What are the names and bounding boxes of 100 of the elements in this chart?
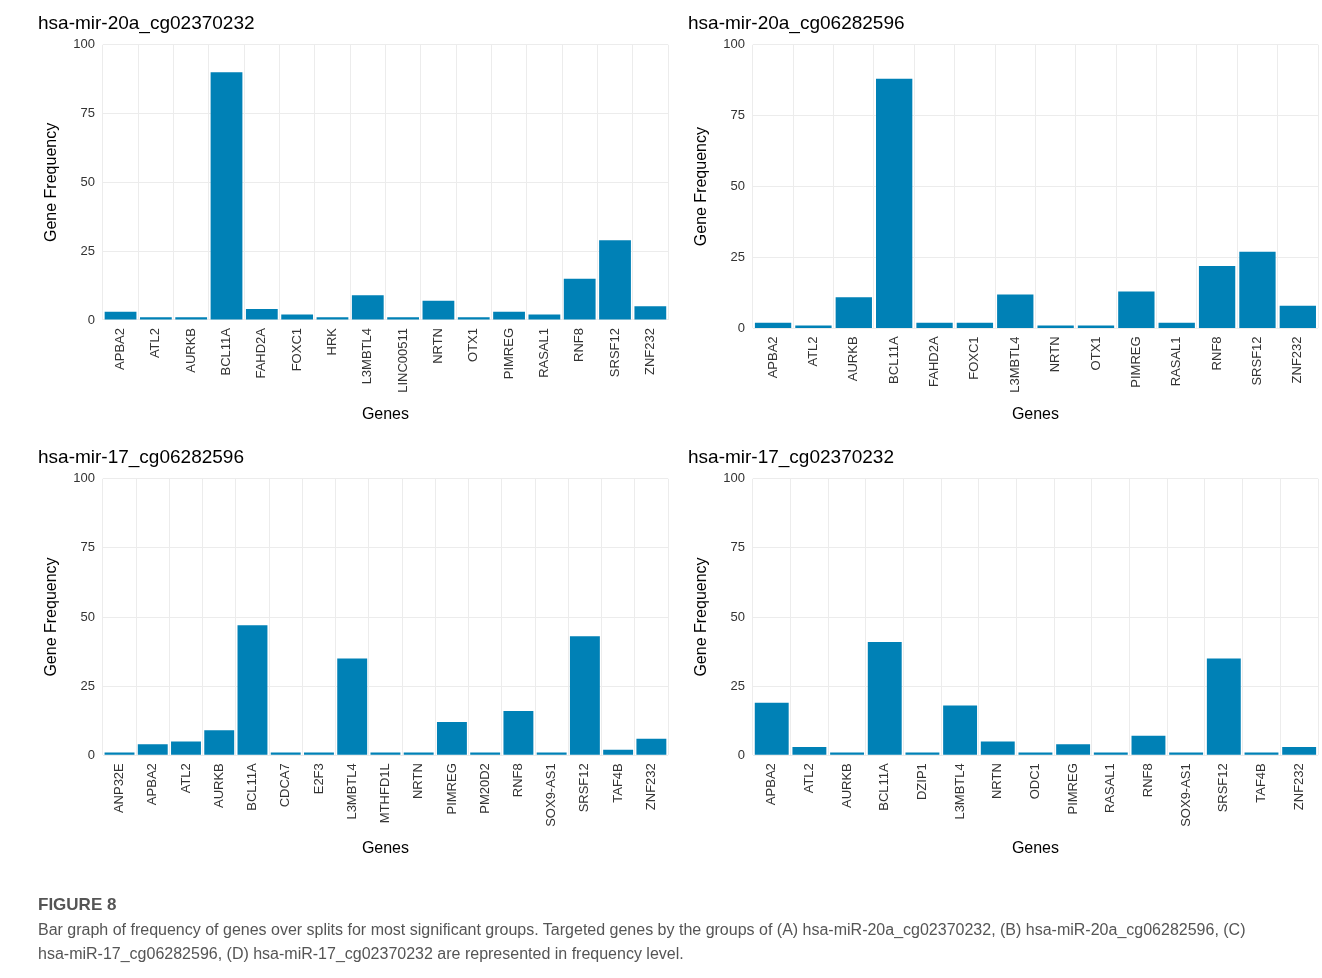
- x-tick-label: ATL2: [805, 336, 821, 367]
- bar: [867, 641, 902, 755]
- bar: [636, 738, 667, 755]
- x-tick-label: L3MBTL4: [343, 763, 359, 820]
- bar: [1282, 746, 1317, 755]
- bar: [528, 314, 561, 320]
- bar: [137, 744, 168, 755]
- bar: [304, 752, 334, 755]
- x-tick-label: AURKB: [845, 336, 861, 382]
- y-tick-label: 100: [723, 36, 745, 52]
- x-tick-label: RASAL1: [1102, 763, 1118, 814]
- x-tick-label: TAF4B: [609, 763, 625, 803]
- x-tick-label: E2F3: [310, 763, 326, 795]
- bar: [1118, 291, 1155, 328]
- bar: [210, 72, 243, 320]
- x-axis-title: Genes: [1011, 404, 1060, 422]
- y-tick-label: 25: [730, 677, 745, 693]
- bar: [916, 322, 953, 328]
- bar: [104, 752, 135, 755]
- x-tick-label: PIMREG: [1064, 763, 1080, 815]
- x-tick-label: OTX1: [1087, 336, 1103, 371]
- x-tick-label: PIMREG: [500, 328, 516, 380]
- y-tick-label: 0: [737, 746, 745, 762]
- y-tick-label: 50: [730, 178, 745, 194]
- y-tick-label: 50: [80, 173, 95, 189]
- x-tick-label: NRTN: [989, 763, 1005, 800]
- bar: [956, 322, 994, 328]
- bar: [536, 752, 567, 755]
- bar: [281, 314, 314, 320]
- x-tick-label: ZNF232: [1290, 763, 1306, 811]
- x-tick-label: TAF4B: [1253, 763, 1269, 803]
- y-axis-title: Gene Frequency: [42, 122, 60, 242]
- x-tick-label: PIMREG: [443, 763, 459, 815]
- y-tick-label: 100: [723, 470, 745, 486]
- bar: [1198, 266, 1236, 328]
- bar: [997, 294, 1034, 328]
- bar: [351, 295, 384, 320]
- x-tick-label: LINC00511: [394, 328, 410, 393]
- bar: [754, 702, 789, 755]
- x-tick-label: SRSF12: [1215, 763, 1231, 813]
- x-tick-label: HRK: [324, 327, 340, 356]
- bar: [634, 306, 667, 320]
- bar: [980, 741, 1015, 755]
- x-tick-label: SOX9-AS1: [1177, 763, 1193, 827]
- chart-title: hsa-mir-20a_cg06282596: [688, 11, 905, 34]
- y-tick-label: 75: [80, 105, 95, 121]
- x-tick-label: AURKB: [182, 328, 198, 373]
- chart-title: hsa-mir-20a_cg02370232: [38, 11, 255, 34]
- bar: [422, 300, 455, 320]
- text: Bar graph of frequency of genes over splits for most significant groups. Targeted genes by the groups of (A) hsa-miR-20a_cg02370232, (B) hsa-miR-20a_cg06282596, (C) hsa-miR-17_cg06282596, (D) hsa-miR-17_cg02370232 are represented in frequency level.: [38, 919, 1247, 964]
- x-tick-label: ZNF232: [641, 328, 657, 375]
- y-axis-title: Gene Frequency: [42, 557, 60, 677]
- y-tick-label: 100: [73, 36, 95, 52]
- x-tick-label: RNF8: [1208, 336, 1224, 371]
- bar: [204, 730, 235, 755]
- bar: [337, 658, 368, 755]
- bar: [1093, 752, 1128, 755]
- bar: [563, 278, 596, 320]
- bar: [1131, 735, 1166, 755]
- x-tick-label: SRSF12: [576, 763, 592, 813]
- x-tick-label: BCL11A: [244, 762, 260, 811]
- x-tick-label: RASAL1: [1168, 336, 1184, 387]
- x-tick-label: FAHD2A: [253, 327, 269, 379]
- caption: FIGURE 8: [38, 894, 118, 916]
- x-tick-label: ZNF232: [642, 763, 658, 811]
- x-axis-title: Genes: [361, 838, 410, 856]
- x-tick-label: MTHFD1L: [377, 763, 393, 824]
- x-tick-label: RNF8: [571, 328, 587, 362]
- bar: [905, 752, 940, 755]
- y-axis-title: Gene Frequency: [692, 127, 710, 247]
- bar: [171, 741, 201, 755]
- bar: [943, 705, 978, 755]
- x-tick-label: APBA2: [763, 763, 779, 806]
- bar: [1158, 322, 1195, 328]
- x-tick-label: ATL2: [177, 763, 193, 794]
- x-tick-label: DZIP1: [914, 763, 929, 801]
- y-tick-label: 50: [80, 608, 95, 624]
- y-tick-label: 25: [730, 249, 745, 265]
- x-tick-label: APBA2: [112, 328, 128, 370]
- x-axis-title: Genes: [1011, 838, 1060, 856]
- x-tick-label: FAHD2A: [926, 336, 942, 388]
- y-tick-label: 75: [730, 539, 745, 555]
- x-tick-label: FOXC1: [288, 328, 304, 372]
- bar: [1169, 752, 1204, 755]
- x-tick-label: BCL11A: [885, 336, 901, 384]
- x-tick-label: RASAL1: [535, 328, 551, 378]
- bar: [370, 752, 401, 755]
- x-tick-label: NRTN: [410, 763, 426, 800]
- bar: [569, 636, 600, 755]
- x-tick-label: ZNF232: [1289, 336, 1305, 384]
- x-tick-label: CDCA7: [277, 763, 293, 808]
- y-tick-label: 75: [730, 107, 745, 123]
- y-tick-label: 25: [80, 677, 95, 693]
- x-tick-label: RNF8: [509, 763, 525, 798]
- x-tick-label: L3MBTL4: [359, 328, 375, 385]
- y-axis-title: Gene Frequency: [692, 557, 710, 677]
- bar: [1244, 752, 1279, 755]
- x-tick-label: L3MBTL4: [951, 763, 967, 820]
- x-tick-label: ATL2: [147, 328, 163, 359]
- x-tick-label: BCL11A: [876, 762, 892, 811]
